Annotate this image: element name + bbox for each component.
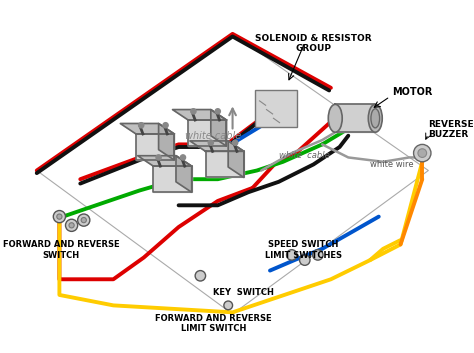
Circle shape xyxy=(78,214,90,226)
Ellipse shape xyxy=(328,104,342,132)
Text: white  cable: white cable xyxy=(279,151,329,160)
Circle shape xyxy=(53,210,65,223)
Polygon shape xyxy=(159,124,174,160)
Polygon shape xyxy=(138,156,191,166)
Circle shape xyxy=(413,144,431,162)
Polygon shape xyxy=(190,141,244,151)
Circle shape xyxy=(286,250,297,260)
Text: white wire: white wire xyxy=(370,160,414,169)
Circle shape xyxy=(418,149,427,157)
Polygon shape xyxy=(154,166,191,192)
Circle shape xyxy=(313,250,323,260)
Circle shape xyxy=(233,140,238,145)
Circle shape xyxy=(180,155,186,160)
Polygon shape xyxy=(228,141,244,178)
Bar xyxy=(255,90,297,127)
Circle shape xyxy=(57,214,62,219)
Text: white cable: white cable xyxy=(185,131,242,141)
Polygon shape xyxy=(120,124,174,134)
Polygon shape xyxy=(136,134,174,160)
Polygon shape xyxy=(211,109,227,146)
Text: SPEED SWITCH
LIMIT SWITCHES: SPEED SWITCH LIMIT SWITCHES xyxy=(264,240,342,259)
Text: FORWARD AND REVERSE
LIMIT SWITCH: FORWARD AND REVERSE LIMIT SWITCH xyxy=(155,314,272,334)
Circle shape xyxy=(163,122,168,128)
Polygon shape xyxy=(173,109,227,120)
Circle shape xyxy=(69,223,74,228)
Circle shape xyxy=(156,155,161,160)
Polygon shape xyxy=(188,120,227,146)
Polygon shape xyxy=(335,104,375,132)
Circle shape xyxy=(138,122,144,128)
Text: SOLENOID & RESISTOR
GROUP: SOLENOID & RESISTOR GROUP xyxy=(255,34,372,53)
Text: MOTOR: MOTOR xyxy=(392,87,432,97)
Text: FORWARD AND REVERSE
SWITCH: FORWARD AND REVERSE SWITCH xyxy=(3,240,119,259)
Circle shape xyxy=(300,255,310,265)
Circle shape xyxy=(65,219,78,232)
Ellipse shape xyxy=(368,104,382,132)
Circle shape xyxy=(195,270,206,281)
Circle shape xyxy=(208,140,213,145)
Circle shape xyxy=(191,109,196,114)
Circle shape xyxy=(81,217,86,223)
Circle shape xyxy=(224,301,233,310)
Text: KEY  SWITCH: KEY SWITCH xyxy=(213,288,274,297)
Polygon shape xyxy=(206,151,244,178)
Polygon shape xyxy=(176,156,191,192)
Circle shape xyxy=(215,109,220,114)
Ellipse shape xyxy=(371,109,380,128)
Text: REVERSE
BUZZER: REVERSE BUZZER xyxy=(428,120,474,139)
